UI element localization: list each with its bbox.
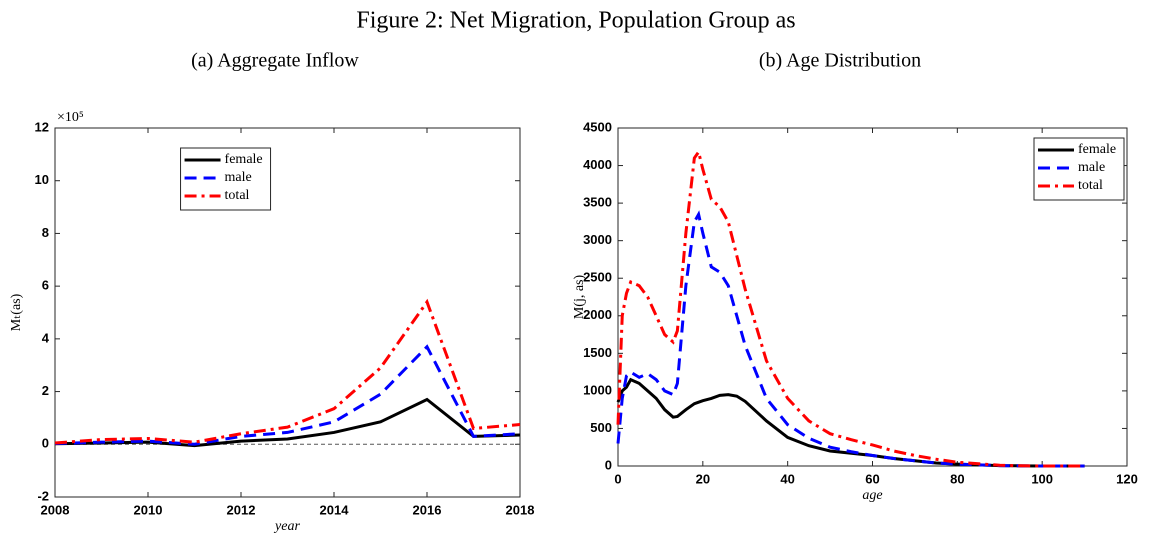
x-tick-label: 100 — [1031, 471, 1053, 486]
y-tick-label: 12 — [35, 119, 49, 134]
legend-label: female — [1078, 142, 1116, 157]
x-tick-label: 60 — [865, 471, 879, 486]
y-tick-label: 1500 — [583, 345, 612, 360]
legend-label: male — [1078, 160, 1105, 175]
y-tick-label: 3000 — [583, 232, 612, 247]
y-tick-label: 4500 — [583, 119, 612, 134]
y-tick-label: 10 — [35, 172, 49, 187]
series-line — [616, 210, 1085, 468]
x-tick-label: 2014 — [320, 502, 350, 517]
legend-label: female — [225, 152, 263, 167]
legend: female male total — [1033, 137, 1125, 201]
x-tick-label: 2016 — [413, 502, 442, 517]
x-tick-label: 40 — [780, 471, 794, 486]
y-tick-label: 2000 — [583, 307, 612, 322]
y-tick-label: 4 — [42, 330, 50, 345]
x-axis-label: age — [862, 488, 882, 503]
y-tick-label: 2500 — [583, 270, 612, 285]
series-line — [54, 344, 521, 446]
x-tick-label: 0 — [614, 471, 621, 486]
y-tick-label: 500 — [590, 420, 612, 435]
x-tick-label: 2018 — [506, 502, 535, 517]
legend-label: total — [225, 188, 250, 203]
y-tick-label: 2 — [42, 383, 49, 398]
plot-area — [54, 127, 521, 498]
x-tick-label: 120 — [1116, 471, 1138, 486]
y-tick-label: 1000 — [583, 382, 612, 397]
legend: female male total — [180, 147, 272, 211]
y-tick-label: 0 — [605, 457, 612, 472]
x-tick-label: 80 — [950, 471, 964, 486]
legend-label: total — [1078, 178, 1103, 193]
y-tick-label: 0 — [42, 436, 49, 451]
y-multiplier: ×10⁵ — [57, 110, 84, 125]
y-tick-label: 3500 — [583, 195, 612, 210]
series-line — [616, 148, 1085, 468]
x-tick-label: 2012 — [227, 502, 256, 517]
y-axis-label: M(j, as) — [572, 275, 587, 320]
x-tick-label: 2010 — [134, 502, 163, 517]
series-line — [54, 298, 521, 445]
figure-title: Figure 2: Net Migration, Population Grou… — [356, 8, 795, 34]
x-tick-label: 20 — [696, 471, 710, 486]
y-tick-label: -2 — [37, 488, 49, 503]
x-axis-label: year — [273, 519, 300, 534]
y-tick-label: 8 — [42, 225, 49, 240]
y-tick-label: 4000 — [583, 157, 612, 172]
chart-title: (b) Age Distribution — [759, 50, 921, 72]
legend-label: male — [225, 170, 252, 185]
y-tick-label: 6 — [42, 278, 49, 293]
x-tick-label: 2008 — [41, 502, 70, 517]
chart-title: (a) Aggregate Inflow — [191, 50, 359, 72]
y-axis-label: Mₜ(as) — [9, 293, 24, 331]
